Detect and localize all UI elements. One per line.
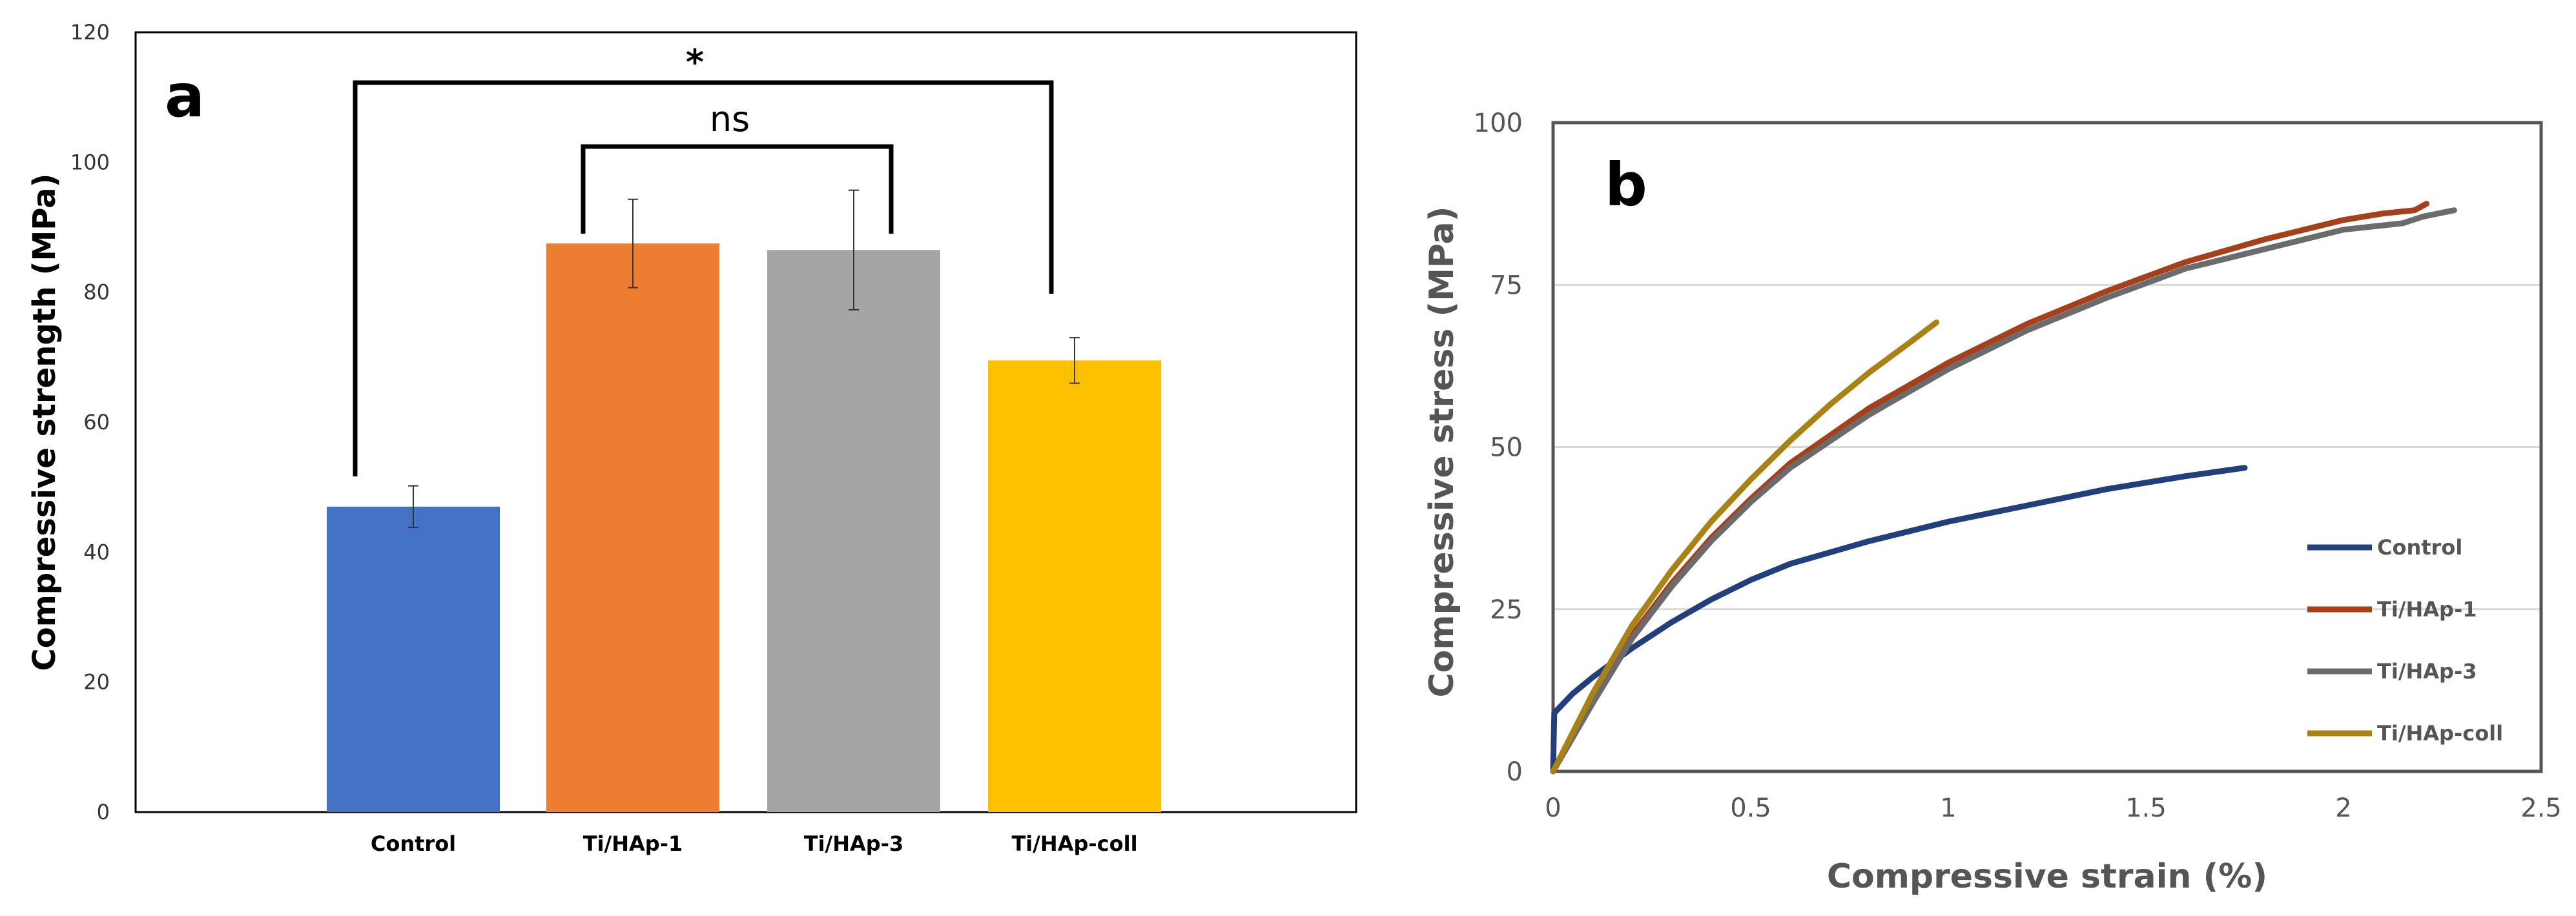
y-tick-label: 0 bbox=[1507, 757, 1523, 787]
y-tick-label: 40 bbox=[83, 540, 110, 564]
y-tick-label: 100 bbox=[1474, 108, 1523, 138]
category-label: Ti/HAp-coll bbox=[1011, 831, 1137, 856]
panel-a: 0 20 40 60 80 100 120 Control Ti/HAp-1 Ti/HAp-3 T… bbox=[26, 20, 1357, 856]
legend-label: Ti/HAp-1 bbox=[2377, 597, 2477, 622]
x-tick-label: 2 bbox=[2335, 793, 2351, 823]
y-tick-label: 100 bbox=[70, 150, 110, 174]
y-tick-label: 80 bbox=[83, 280, 110, 305]
significance-bracket bbox=[581, 144, 894, 234]
y-tick-label: 60 bbox=[83, 410, 110, 434]
bar bbox=[327, 506, 500, 812]
panel-b: 0 25 50 75 100 0 0.5 1 1.5 2 2.5 Control Ti/HAp-1 T… bbox=[1423, 108, 2562, 896]
x-axis-label-b: Compressive strain (%) bbox=[1827, 857, 2267, 896]
series-line bbox=[1550, 465, 2248, 775]
series-line bbox=[1550, 207, 2457, 775]
category-label: Ti/HAp-1 bbox=[583, 831, 683, 856]
bar bbox=[988, 360, 1161, 812]
y-tick-label: 75 bbox=[1490, 270, 1523, 300]
significance-bracket bbox=[353, 80, 1054, 476]
x-tick-label: 0.5 bbox=[1730, 793, 1771, 823]
panel-a-label: a bbox=[165, 61, 205, 130]
panel-b-label: b bbox=[1605, 150, 1647, 219]
y-tick-label: 120 bbox=[70, 20, 110, 45]
category-label: Ti/HAp-3 bbox=[804, 831, 903, 856]
y-tick-label: 50 bbox=[1490, 433, 1523, 463]
bar bbox=[767, 250, 940, 812]
x-tick-label: 2.5 bbox=[2520, 793, 2562, 823]
legend-label: Ti/HAp-coll bbox=[2377, 721, 2503, 746]
series-line bbox=[1550, 320, 1940, 775]
legend-label: Ti/HAp-3 bbox=[2377, 659, 2477, 684]
series-line bbox=[1550, 201, 2429, 775]
x-tick-label: 1 bbox=[1940, 793, 1956, 823]
x-tick-label: 0 bbox=[1545, 793, 1561, 823]
plot-area-b bbox=[1551, 121, 2543, 773]
y-axis-label-b: Compressive stress (MPa) bbox=[1423, 206, 1461, 697]
significance-label: ns bbox=[710, 99, 750, 139]
x-tick-label: 1.5 bbox=[2125, 793, 2167, 823]
significance-label: * bbox=[686, 42, 704, 83]
y-axis-label-a: Compressive strength (MPa) bbox=[26, 174, 63, 671]
legend-label: Control bbox=[2377, 535, 2462, 560]
category-label: Control bbox=[371, 831, 456, 856]
y-tick-label: 0 bbox=[97, 800, 110, 824]
y-tick-label: 25 bbox=[1490, 595, 1523, 625]
plot-area-a bbox=[134, 31, 1357, 813]
bar bbox=[546, 243, 719, 813]
y-tick-label: 20 bbox=[83, 670, 110, 695]
